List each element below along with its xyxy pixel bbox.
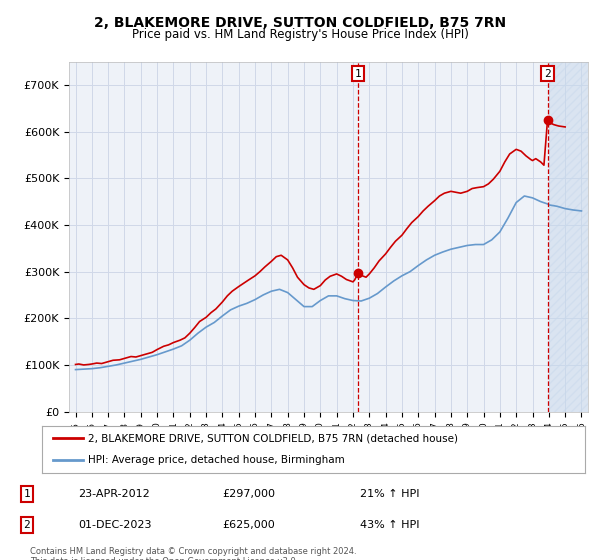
Text: Price paid vs. HM Land Registry's House Price Index (HPI): Price paid vs. HM Land Registry's House … (131, 28, 469, 41)
Text: 23-APR-2012: 23-APR-2012 (78, 489, 150, 499)
Text: 2: 2 (23, 520, 31, 530)
Text: Contains HM Land Registry data © Crown copyright and database right 2024.
This d: Contains HM Land Registry data © Crown c… (30, 547, 356, 560)
Text: £625,000: £625,000 (222, 520, 275, 530)
Text: 2: 2 (544, 68, 551, 78)
Text: £297,000: £297,000 (222, 489, 275, 499)
Bar (550, 62, 588, 412)
Text: HPI: Average price, detached house, Birmingham: HPI: Average price, detached house, Birm… (88, 455, 345, 465)
Text: 1: 1 (23, 489, 31, 499)
Text: 21% ↑ HPI: 21% ↑ HPI (360, 489, 419, 499)
Bar (550, 62, 588, 412)
Text: 2, BLAKEMORE DRIVE, SUTTON COLDFIELD, B75 7RN: 2, BLAKEMORE DRIVE, SUTTON COLDFIELD, B7… (94, 16, 506, 30)
Text: 43% ↑ HPI: 43% ↑ HPI (360, 520, 419, 530)
Text: 01-DEC-2023: 01-DEC-2023 (78, 520, 151, 530)
Text: 1: 1 (355, 68, 362, 78)
Text: 2, BLAKEMORE DRIVE, SUTTON COLDFIELD, B75 7RN (detached house): 2, BLAKEMORE DRIVE, SUTTON COLDFIELD, B7… (88, 433, 458, 444)
